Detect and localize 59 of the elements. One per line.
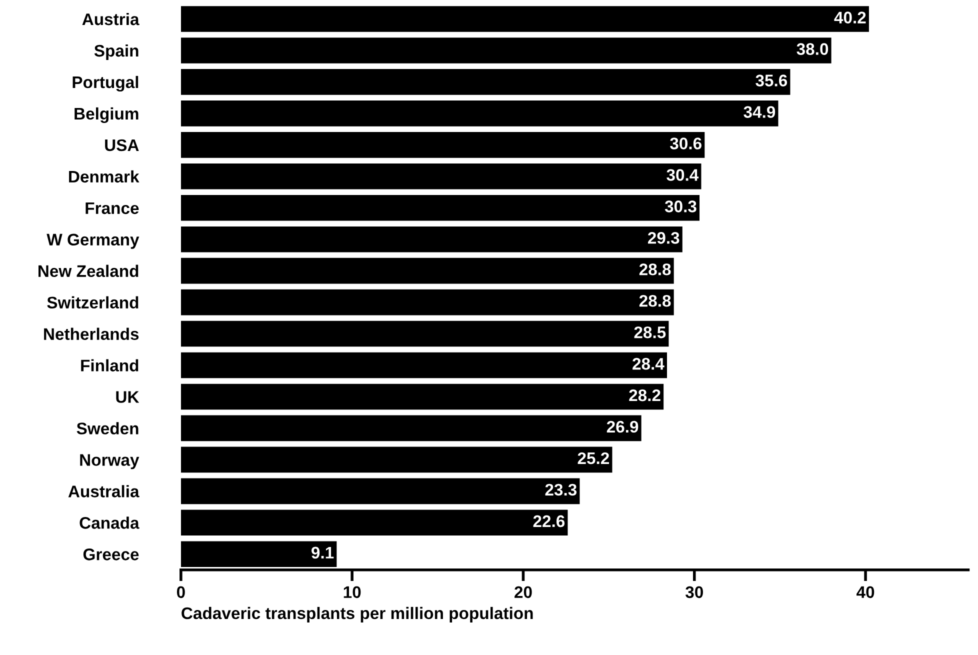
- x-tick-label: 40: [856, 586, 874, 598]
- data-label: 35.6: [756, 74, 788, 86]
- y-tick-label: Switzerland: [47, 296, 138, 309]
- bar: [180, 6, 869, 32]
- y-tick-label: Greece: [83, 548, 139, 560]
- data-label: 38.0: [796, 43, 828, 55]
- y-tick-label: Spain: [94, 44, 138, 60]
- bar: [180, 384, 664, 410]
- bar: [180, 478, 580, 504]
- data-label: 30.4: [666, 169, 699, 181]
- x-tick-label: 20: [514, 586, 532, 598]
- data-label: 40.2: [834, 12, 866, 24]
- y-tick-label: Portugal: [72, 76, 138, 92]
- x-tick-label: 10: [344, 586, 361, 598]
- bar: [180, 320, 669, 347]
- data-label: 22.6: [533, 515, 565, 528]
- data-label: 28.8: [639, 294, 671, 307]
- data-label: 30.3: [664, 200, 696, 212]
- data-label: 34.9: [744, 106, 776, 118]
- data-label: 23.3: [545, 484, 577, 496]
- data-label: 28.5: [634, 326, 666, 338]
- bar: [180, 289, 674, 316]
- y-tick-label: USA: [105, 139, 139, 152]
- y-tick-label: Canada: [80, 516, 140, 529]
- y-tick-label: Belgium: [74, 107, 138, 124]
- y-tick-label: Norway: [80, 454, 140, 470]
- y-tick-label: France: [86, 202, 139, 214]
- data-label: 26.9: [606, 420, 638, 433]
- y-tick-label: Denmark: [69, 170, 140, 183]
- bar: [180, 38, 832, 64]
- data-label: 9.1: [312, 546, 334, 559]
- bar: [180, 446, 612, 473]
- data-label: 28.4: [632, 358, 664, 370]
- bar: [180, 194, 700, 221]
- y-tick-label: Australia: [68, 485, 140, 498]
- data-label: 28.2: [629, 389, 660, 402]
- bar: [180, 510, 568, 536]
- data-label: 30.6: [670, 138, 702, 150]
- bar: [180, 163, 702, 190]
- y-tick-label: Sweden: [76, 422, 138, 434]
- data-label: 29.3: [648, 232, 680, 244]
- bar: [180, 258, 674, 284]
- y-tick-label: Netherlands: [44, 328, 139, 340]
- bar: [180, 132, 705, 158]
- y-tick-label: W Germany: [46, 234, 140, 249]
- x-tick-label: 30: [685, 586, 703, 598]
- x-tick-label: 0: [176, 586, 185, 598]
- bar: [180, 69, 790, 95]
- bar: [180, 352, 667, 378]
- y-tick-label: UK: [116, 391, 140, 403]
- bar: [180, 415, 642, 442]
- y-tick-label: Finland: [81, 359, 138, 372]
- data-label: 28.8: [639, 263, 671, 276]
- y-tick-label: Austria: [82, 12, 140, 26]
- x-axis-title: Cadaveric transplants per million population: [182, 606, 533, 622]
- y-tick-label: New Zealand: [38, 264, 138, 278]
- bar: [180, 226, 682, 252]
- data-label: 25.2: [578, 452, 609, 464]
- bar: [180, 100, 778, 126]
